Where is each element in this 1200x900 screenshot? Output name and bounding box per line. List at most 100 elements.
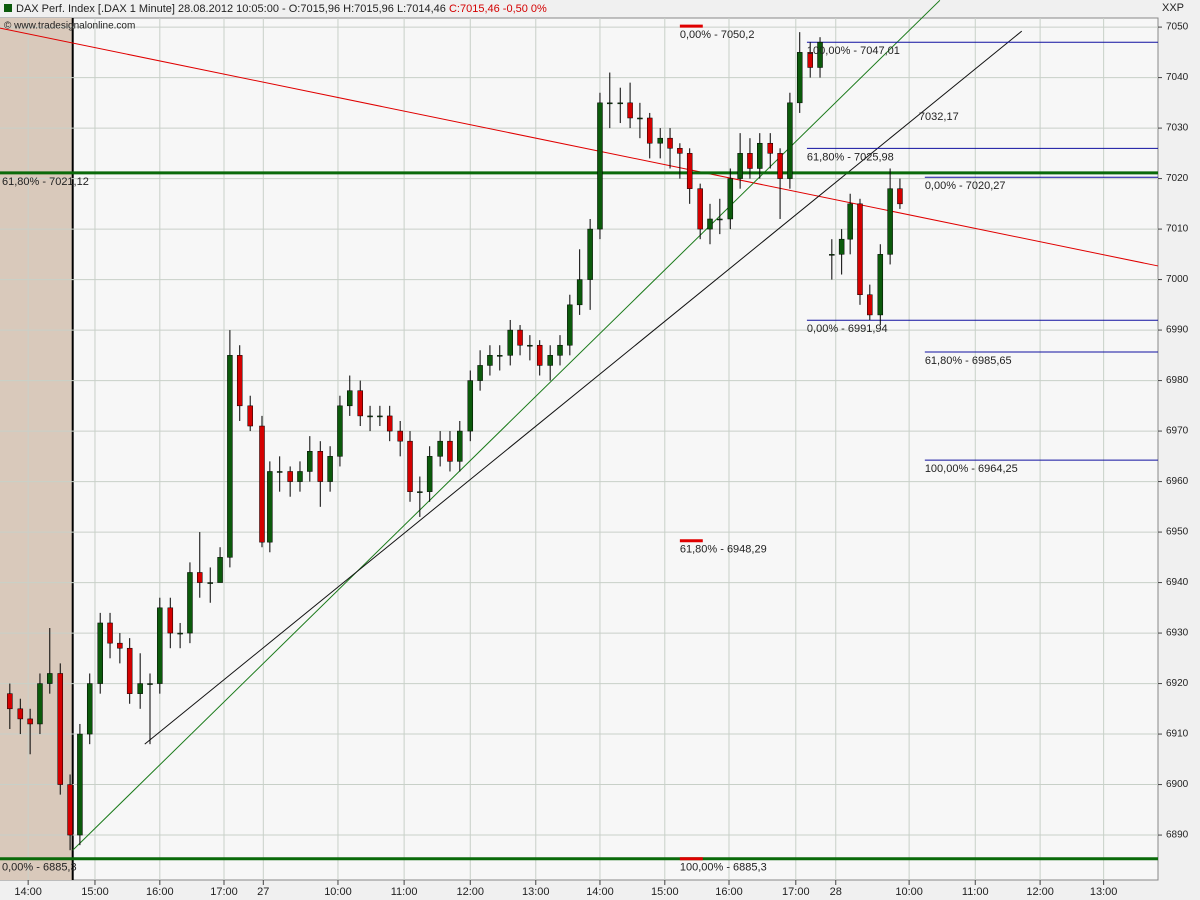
x-tick-label: 15:00	[651, 886, 679, 898]
x-tick-label: 10:00	[895, 886, 923, 898]
y-tick-label: 7020	[1166, 173, 1189, 184]
candle-body	[547, 355, 553, 366]
label-layer: 6890 6900 6910 6920 6930 6940 6950 6960 6970 6980…	[2, 22, 1189, 898]
candle-body	[197, 572, 203, 583]
candle-body	[787, 102, 793, 179]
candle-body	[177, 632, 183, 635]
candle-body	[227, 355, 233, 558]
candle-body	[637, 117, 643, 120]
y-tick-label: 6970	[1166, 426, 1189, 437]
x-tick-label: 13:00	[522, 886, 550, 898]
y-tick-label: 6900	[1166, 779, 1189, 790]
candle-body	[377, 415, 383, 418]
candle-body	[667, 137, 673, 149]
x-tick-label: 17:00	[782, 886, 810, 898]
candle-body	[657, 137, 663, 144]
candle-body	[307, 451, 313, 472]
candle-body	[646, 117, 653, 144]
x-tick-label: 14:00	[586, 886, 614, 898]
candle-body	[7, 693, 13, 710]
candle-body	[686, 153, 693, 189]
candle-body	[807, 52, 813, 68]
candle-body	[838, 238, 845, 255]
candle-body	[247, 405, 253, 427]
candle-body	[67, 784, 73, 836]
candle-body	[897, 188, 903, 205]
y-tick-label: 7000	[1166, 274, 1189, 285]
x-tick-label: 16:00	[146, 886, 174, 898]
candle-body	[327, 456, 333, 482]
y-tick-label: 6980	[1166, 375, 1189, 386]
candle-body	[97, 622, 103, 684]
y-tick-label: 6960	[1166, 476, 1189, 487]
x-tick-label: 27	[257, 886, 269, 898]
candle-body	[607, 102, 613, 105]
y-tick-label: 6950	[1166, 527, 1189, 538]
candle-body	[767, 142, 774, 154]
candle-body	[86, 683, 93, 735]
chart-title: DAX Perf. Index [.DAX 1 Minute] 28.08.20…	[16, 3, 547, 15]
candle-body	[887, 188, 893, 255]
candle-body	[747, 153, 753, 169]
trendline	[0, 27, 1159, 267]
fib-label: 0,00% - 7050,2	[680, 29, 755, 41]
candle-body	[727, 178, 734, 220]
candle-body	[347, 390, 353, 407]
title-main: DAX Perf. Index [.DAX 1 Minute] 28.08.20…	[16, 3, 446, 15]
fib-label: 100,00% - 7047,01	[807, 45, 900, 57]
candle-body	[677, 148, 683, 154]
candle-body	[447, 440, 453, 462]
price-note: 7032,17	[919, 111, 959, 123]
candle-body	[47, 673, 53, 684]
fib-label: 61,80% - 6985,65	[925, 355, 1012, 367]
x-tick-label: 12:00	[457, 886, 485, 898]
candle-body	[707, 218, 713, 230]
candle-body	[457, 430, 463, 462]
candle-body	[587, 228, 593, 280]
y-tick-label: 6930	[1166, 628, 1189, 639]
y-tick-label: 7040	[1166, 72, 1189, 83]
candle-body	[147, 683, 153, 685]
candle-body	[867, 294, 873, 316]
candle-body	[27, 718, 33, 725]
candle-body	[287, 471, 293, 482]
y-tick-label: 6990	[1166, 325, 1189, 336]
candle-body	[107, 622, 113, 644]
candle-body	[37, 683, 43, 725]
candle-body	[217, 557, 223, 583]
candle-body	[437, 440, 443, 457]
symbol-badge: XXP	[1162, 2, 1184, 14]
candle-body	[337, 405, 343, 457]
fib-label: 61,80% - 6948,29	[680, 544, 767, 556]
candle-body	[777, 153, 783, 179]
candle-body	[757, 142, 763, 169]
candle-body	[857, 203, 863, 295]
candle-body	[167, 607, 174, 634]
x-tick-label: 28	[830, 886, 842, 898]
y-tick-label: 6920	[1166, 678, 1189, 689]
candle-body	[717, 218, 723, 221]
candle-body	[397, 430, 403, 442]
candle-body	[267, 471, 273, 543]
fib-label: 61,80% - 7025,98	[807, 151, 894, 163]
candle-body	[357, 390, 363, 417]
candle-body	[877, 254, 884, 316]
y-tick-label: 7010	[1166, 224, 1189, 235]
y-tick-label: 6910	[1166, 729, 1189, 740]
candle-body	[187, 572, 193, 634]
candle-body	[477, 365, 483, 381]
candle-layer	[7, 32, 903, 851]
candle-body	[297, 471, 303, 482]
x-tick-label: 11:00	[391, 886, 418, 898]
candle-body	[126, 647, 133, 694]
candle-body	[496, 355, 503, 357]
candle-body	[847, 203, 853, 240]
fib-label: 0,00% - 6991,94	[807, 323, 888, 335]
candle-body	[426, 456, 433, 492]
candle-body	[367, 415, 373, 418]
drawing-layer	[0, 0, 1159, 861]
candle-body	[817, 41, 823, 68]
symbol-icon	[4, 4, 12, 12]
fib-label: 100,00% - 6885,3	[680, 862, 767, 874]
